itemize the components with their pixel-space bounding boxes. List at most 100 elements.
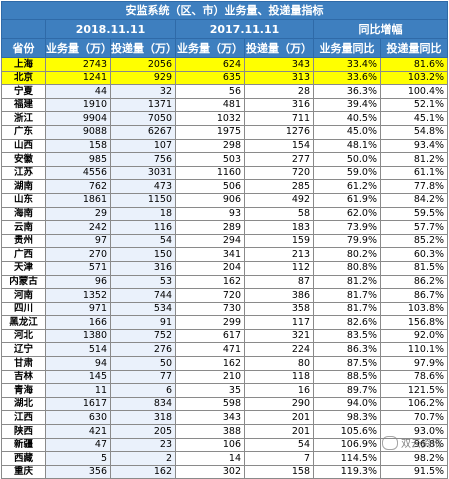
cell-d18: 6: [110, 383, 176, 398]
cell-b18: 1861: [45, 192, 111, 208]
cell-bg: 119.3%: [313, 464, 381, 479]
cell-d17: 117: [244, 315, 314, 330]
cell-dg: 81.6%: [379, 57, 449, 72]
cell-b18: 158: [45, 138, 111, 154]
cell-b17: 294: [175, 233, 245, 249]
cell-d17: 711: [244, 111, 314, 126]
cell-province: 四川: [1, 301, 46, 317]
cell-province: 内蒙古: [1, 274, 46, 290]
cell-province: 贵州: [1, 233, 46, 249]
header-blank: [1, 19, 46, 39]
cell-province: 云南: [1, 220, 46, 235]
header-row-periods: 2018.11.11 2017.11.11 同比增幅: [1, 19, 449, 39]
cell-d18: 6267: [110, 124, 176, 140]
cell-d17: 80: [244, 356, 314, 371]
cell-b17: 35: [175, 383, 245, 398]
cell-d18: 752: [110, 328, 176, 344]
cell-dg: 98.2%: [379, 451, 449, 466]
cell-d17: 358: [244, 301, 314, 317]
cell-dg: 93.4%: [379, 138, 449, 154]
cell-d17: 16: [244, 383, 314, 398]
cell-b17: 503: [175, 152, 245, 167]
cell-b17: 56: [175, 84, 245, 99]
table-row: 山西 158 107 298 154 48.1% 93.4%: [1, 138, 449, 154]
cell-d17: 28: [244, 84, 314, 99]
cell-bg: 33.4%: [313, 57, 381, 72]
cell-b18: 1241: [45, 70, 111, 86]
cell-province: 江苏: [1, 165, 46, 181]
watermark: 双云资讯: [382, 435, 441, 450]
table-row: 吉林 145 77 210 118 88.5% 78.6%: [1, 369, 449, 385]
cell-province: 山东: [1, 192, 46, 208]
cell-province: 广西: [1, 247, 46, 262]
table-row: 河北 1380 752 617 321 83.5% 92.0%: [1, 328, 449, 344]
cell-bg: 80.8%: [313, 260, 381, 276]
cell-d17: 213: [244, 247, 314, 262]
cell-dg: 91.5%: [379, 464, 449, 479]
cell-d18: 150: [110, 247, 176, 262]
table-row: 云南 242 116 289 183 73.9% 57.7%: [1, 220, 449, 235]
cell-d17: 201: [244, 424, 314, 439]
cell-b18: 94: [45, 356, 111, 371]
cell-b17: 341: [175, 247, 245, 262]
cell-province: 新疆: [1, 437, 46, 453]
cell-b18: 985: [45, 152, 111, 167]
cell-d18: 744: [110, 288, 176, 303]
cell-d17: 159: [244, 233, 314, 249]
cell-d18: 116: [110, 220, 176, 235]
cell-dg: 52.1%: [379, 97, 449, 113]
table-row: 天津 571 316 204 112 80.8% 81.5%: [1, 260, 449, 276]
cell-d17: 1276: [244, 124, 314, 140]
table-row: 安徽 985 756 503 277 50.0% 81.2%: [1, 152, 449, 167]
cell-bg: 87.5%: [313, 356, 381, 371]
watermark-text: 双云资讯: [401, 439, 441, 450]
cell-province: 青海: [1, 383, 46, 398]
cell-b17: 302: [175, 464, 245, 479]
cell-b17: 506: [175, 179, 245, 194]
table-row: 福建 1910 1371 481 316 39.4% 52.1%: [1, 97, 449, 113]
cell-province: 广东: [1, 124, 46, 140]
cell-dg: 77.8%: [379, 179, 449, 194]
cell-b18: 514: [45, 342, 111, 358]
cell-d18: 2: [110, 451, 176, 466]
cell-bg: 98.3%: [313, 410, 381, 426]
cell-b18: 1910: [45, 97, 111, 113]
cell-bg: 61.9%: [313, 192, 381, 208]
cell-d18: 162: [110, 464, 176, 479]
table-row: 内蒙古 96 53 162 87 81.2% 86.2%: [1, 274, 449, 290]
cell-d18: 91: [110, 315, 176, 330]
cell-bg: 105.6%: [313, 424, 381, 439]
cell-dg: 81.2%: [379, 152, 449, 167]
cell-b17: 93: [175, 206, 245, 222]
cell-bg: 82.6%: [313, 315, 381, 330]
cell-d17: 277: [244, 152, 314, 167]
cell-d17: 158: [244, 464, 314, 479]
cell-province: 辽宁: [1, 342, 46, 358]
cell-bg: 50.0%: [313, 152, 381, 167]
cell-d17: 7: [244, 451, 314, 466]
cell-d17: 720: [244, 165, 314, 181]
cell-d18: 929: [110, 70, 176, 86]
cell-dg: 57.7%: [379, 220, 449, 235]
cell-dg: 156.8%: [379, 315, 449, 330]
cell-d18: 316: [110, 260, 176, 276]
table-row: 宁夏 44 32 56 28 36.3% 100.4%: [1, 84, 449, 99]
cell-province: 湖北: [1, 396, 46, 412]
cell-d18: 77: [110, 369, 176, 385]
cell-d18: 18: [110, 206, 176, 222]
cell-d18: 54: [110, 233, 176, 249]
table-row: 广东 9088 6267 1975 1276 45.0% 54.8%: [1, 124, 449, 140]
cell-b18: 2743: [45, 57, 111, 72]
table-row: 四川 971 534 730 358 81.7% 103.8%: [1, 301, 449, 317]
cell-bg: 39.4%: [313, 97, 381, 113]
header-delivery-2017: 投递量（万）: [244, 38, 314, 58]
cell-d18: 3031: [110, 165, 176, 181]
cell-bg: 48.1%: [313, 138, 381, 154]
cell-d18: 32: [110, 84, 176, 99]
table-row: 青海 11 6 35 16 89.7% 121.5%: [1, 383, 449, 398]
cell-dg: 103.8%: [379, 301, 449, 317]
cell-b18: 96: [45, 274, 111, 290]
table-row: 新疆 47 23 106 54 106.9% 96.8%: [1, 437, 449, 453]
cell-d17: 183: [244, 220, 314, 235]
cell-d17: 154: [244, 138, 314, 154]
